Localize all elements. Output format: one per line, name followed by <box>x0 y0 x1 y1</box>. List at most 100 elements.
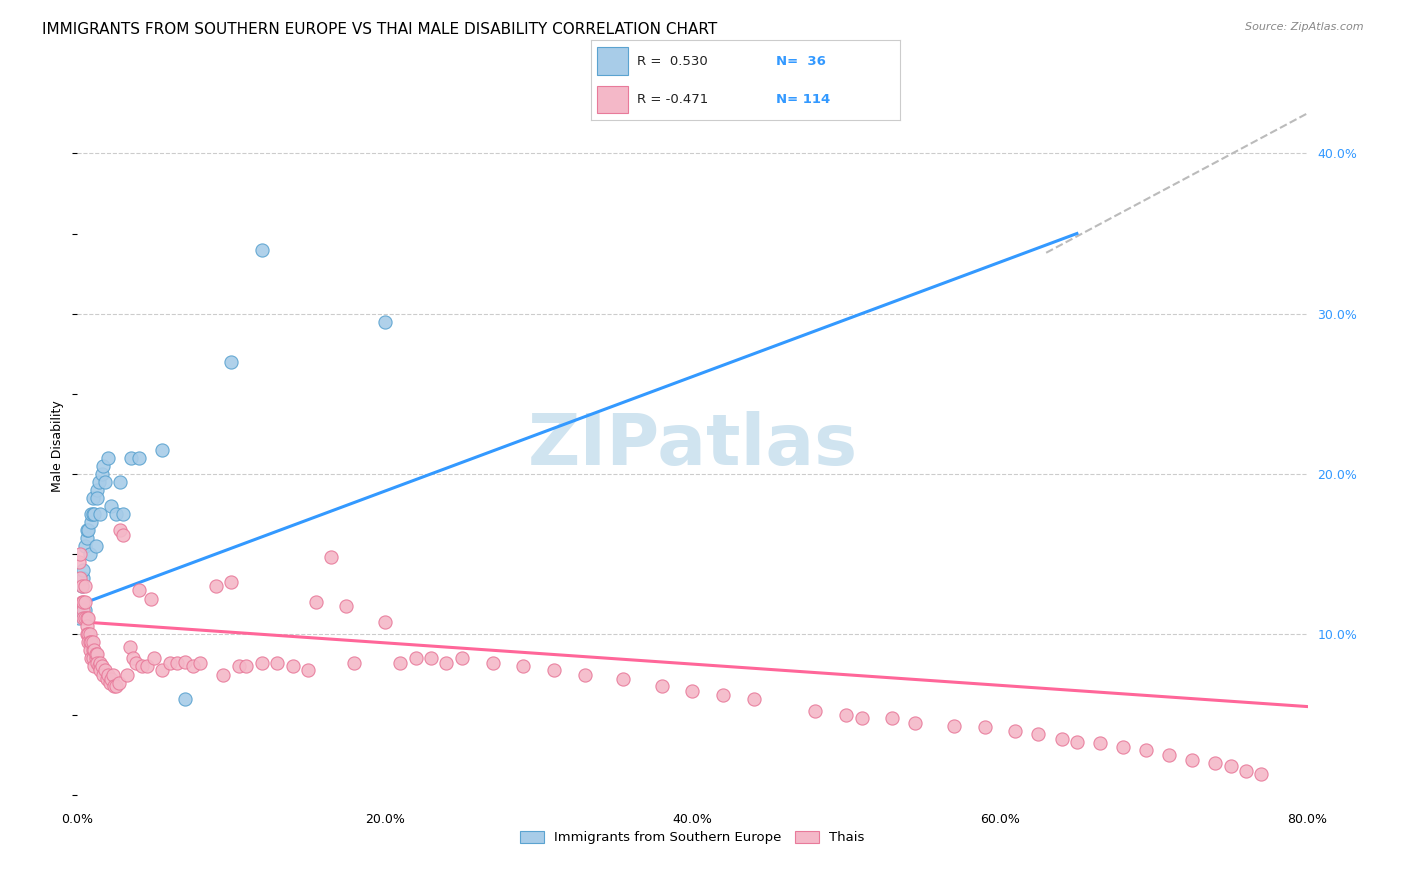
Point <box>97 667 120 681</box>
Point <box>80 507 103 521</box>
Point <box>77 635 100 649</box>
Point <box>79 643 101 657</box>
Point <box>82 507 104 521</box>
Point <box>250 243 273 257</box>
FancyBboxPatch shape <box>596 47 627 75</box>
Point <box>742 691 765 706</box>
Point <box>90 467 114 481</box>
Point <box>204 579 226 593</box>
Point <box>77 611 100 625</box>
Point <box>70 579 93 593</box>
Point <box>73 539 96 553</box>
Point <box>266 657 288 671</box>
Point <box>1004 723 1026 738</box>
Point <box>84 651 107 665</box>
Legend: Immigrants from Southern Europe, Thais: Immigrants from Southern Europe, Thais <box>515 826 870 850</box>
Point <box>181 659 204 673</box>
Point <box>512 659 534 673</box>
Point <box>405 651 427 665</box>
Point <box>804 705 827 719</box>
Point <box>1066 735 1088 749</box>
Point <box>942 719 965 733</box>
Point <box>69 547 91 561</box>
Point <box>250 657 273 671</box>
Point <box>94 663 117 677</box>
Point <box>143 651 166 665</box>
Point <box>76 531 98 545</box>
Point <box>79 547 101 561</box>
Point <box>235 659 257 673</box>
Point <box>93 667 115 681</box>
Point <box>73 595 96 609</box>
Y-axis label: Male Disability: Male Disability <box>51 401 65 491</box>
Point <box>904 715 927 730</box>
Point <box>89 663 111 677</box>
Point <box>76 611 98 625</box>
Point <box>83 507 105 521</box>
Point <box>389 657 412 671</box>
Point <box>87 475 110 489</box>
Point <box>76 619 98 633</box>
Point <box>67 555 90 569</box>
Point <box>120 450 142 465</box>
Point <box>159 657 181 671</box>
Point <box>118 640 141 655</box>
Point <box>188 657 212 671</box>
Point <box>128 582 150 597</box>
Point <box>219 574 242 589</box>
Point <box>305 595 328 609</box>
Text: IMMIGRANTS FROM SOUTHERN EUROPE VS THAI MALE DISABILITY CORRELATION CHART: IMMIGRANTS FROM SOUTHERN EUROPE VS THAI … <box>42 22 717 37</box>
Point <box>67 611 90 625</box>
Point <box>101 667 124 681</box>
Point <box>80 651 103 665</box>
Point <box>141 592 163 607</box>
FancyBboxPatch shape <box>596 86 627 113</box>
Point <box>98 675 121 690</box>
Point <box>83 659 105 673</box>
Text: R =  0.530: R = 0.530 <box>637 54 707 68</box>
Point <box>104 679 127 693</box>
Point <box>212 667 235 681</box>
Point <box>420 651 443 665</box>
Point <box>97 450 120 465</box>
Point <box>1159 747 1181 762</box>
Point <box>70 595 93 609</box>
Text: N= 114: N= 114 <box>776 93 831 106</box>
Point <box>73 579 96 593</box>
Point <box>112 528 135 542</box>
Point <box>69 571 91 585</box>
Point <box>374 315 396 329</box>
Point <box>94 475 117 489</box>
Point <box>82 651 104 665</box>
Point <box>90 659 114 673</box>
Point <box>110 523 132 537</box>
Point <box>651 679 673 693</box>
Point <box>79 627 101 641</box>
Point <box>86 491 108 505</box>
Point <box>481 657 503 671</box>
Point <box>82 491 104 505</box>
Point <box>72 563 94 577</box>
Text: N=  36: N= 36 <box>776 54 825 68</box>
Point <box>297 663 319 677</box>
Point <box>319 550 342 565</box>
Point <box>72 611 94 625</box>
Point <box>82 643 104 657</box>
Point <box>84 539 107 553</box>
Point <box>72 595 94 609</box>
Point <box>574 667 596 681</box>
Point <box>150 442 173 457</box>
Point <box>80 635 103 649</box>
Point <box>77 627 100 641</box>
Point <box>374 615 396 629</box>
Point <box>1088 736 1111 750</box>
Point <box>73 603 96 617</box>
Point <box>711 689 734 703</box>
Point <box>84 647 107 661</box>
Point <box>76 523 98 537</box>
Point <box>1181 752 1204 766</box>
Point <box>70 579 93 593</box>
Point <box>1112 739 1135 754</box>
Point <box>228 659 250 673</box>
Point <box>115 667 138 681</box>
